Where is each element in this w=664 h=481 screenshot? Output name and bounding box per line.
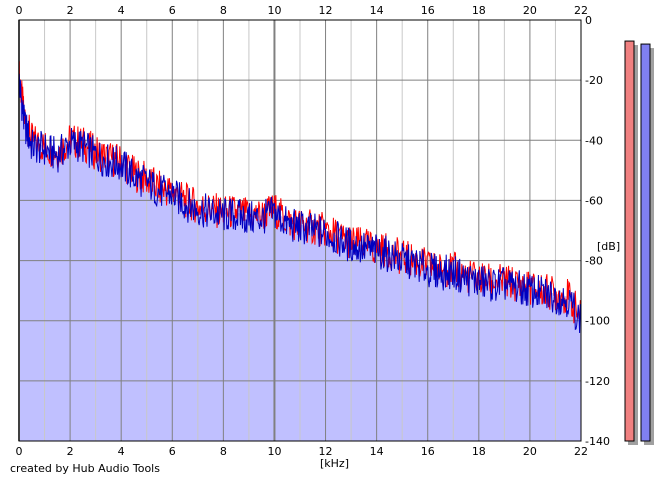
x-tick-label-top: 22 (574, 4, 588, 17)
x-tick-label-top: 20 (523, 4, 537, 17)
x-tick-label-top: 18 (472, 4, 486, 17)
y-tick-label: -60 (585, 194, 603, 207)
x-tick-label-bottom: 4 (118, 445, 125, 458)
x-tick-label-top: 12 (319, 4, 333, 17)
y-tick-label: 0 (585, 14, 592, 27)
x-tick-label-bottom: 18 (472, 445, 486, 458)
x-tick-label-top: 0 (16, 4, 23, 17)
x-tick-label-bottom: 6 (169, 445, 176, 458)
x-tick-label-top: 4 (118, 4, 125, 17)
x-tick-label-bottom: 14 (370, 445, 384, 458)
x-tick-label-top: 6 (169, 4, 176, 17)
y-axis-unit-label: [dB] (597, 240, 621, 253)
y-tick-label: -120 (585, 375, 610, 388)
y-tick-label: -20 (585, 74, 603, 87)
x-tick-label-top: 2 (67, 4, 74, 17)
x-tick-label-top: 16 (421, 4, 435, 17)
x-axis-unit-label: [kHz] (320, 457, 349, 470)
x-tick-label-bottom: 10 (267, 445, 281, 458)
x-tick-label-top: 14 (370, 4, 384, 17)
credit-text: created by Hub Audio Tools (10, 462, 160, 475)
x-tick-label-bottom: 16 (421, 445, 435, 458)
series-line-right-channel (18, 73, 582, 334)
x-tick-label-bottom: 12 (319, 445, 333, 458)
y-tick-label: -40 (585, 134, 603, 147)
x-tick-label-bottom: 8 (220, 445, 227, 458)
level-meter-left (624, 40, 635, 442)
x-tick-label-bottom: 2 (67, 445, 74, 458)
y-tick-label: -80 (585, 255, 603, 268)
x-tick-label-bottom: 0 (16, 445, 23, 458)
plot-border (18, 19, 582, 442)
x-tick-label-bottom: 20 (523, 445, 537, 458)
x-tick-label-top: 8 (220, 4, 227, 17)
x-tick-label-bottom: 22 (574, 445, 588, 458)
level-meter-right (640, 43, 651, 442)
y-tick-label: -100 (585, 315, 610, 328)
x-tick-label-top: 10 (267, 4, 281, 17)
y-tick-label: -140 (585, 435, 610, 448)
